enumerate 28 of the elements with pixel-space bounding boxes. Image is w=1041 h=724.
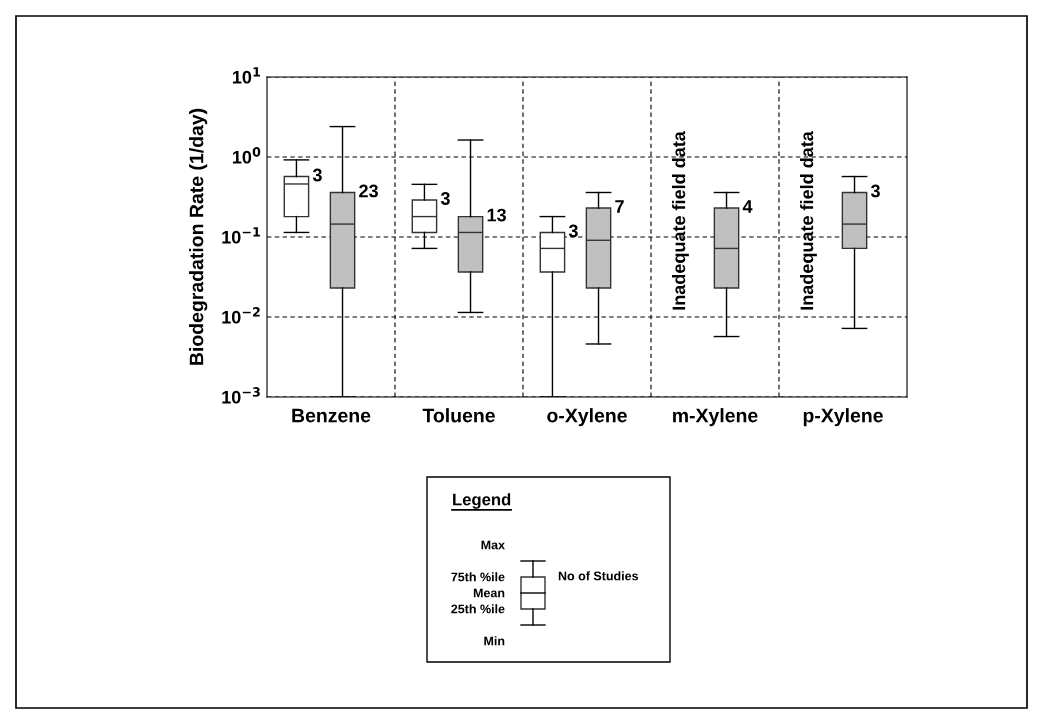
text: 7 bbox=[615, 200, 624, 213]
y-axis-title: Biodegradation Rate (1/day) bbox=[189, 108, 208, 365]
text: No of Studies bbox=[558, 571, 639, 581]
text: 75th %ile bbox=[451, 572, 505, 582]
x-tick-label: Toluene bbox=[422, 408, 495, 423]
y-tick-label: 10$^{−2}$ bbox=[222, 307, 260, 324]
text: 3 bbox=[870, 184, 880, 198]
y-tick-label: 10$^{1}$ bbox=[232, 67, 261, 84]
x-tick-label: p-Xylene bbox=[803, 408, 883, 427]
x-tick-label: o-Xylene bbox=[547, 408, 627, 427]
y-tick-label: 10$^{−3}$ bbox=[222, 387, 260, 404]
x-tick-label: Benzene bbox=[292, 408, 371, 423]
text: 3 bbox=[440, 192, 450, 205]
y-tick-label: 10$^{0}$ bbox=[232, 147, 261, 164]
text: 4 bbox=[742, 200, 753, 213]
text: Legend bbox=[453, 493, 511, 509]
text: 3 bbox=[568, 224, 578, 238]
text: 3 bbox=[312, 168, 322, 182]
annotation: Inadequate field data bbox=[672, 131, 689, 310]
text: 13 bbox=[487, 208, 506, 222]
annotation: Inadequate field data bbox=[800, 131, 817, 310]
y-tick-label: 10$^{−1}$ bbox=[222, 227, 260, 244]
text: Mean bbox=[473, 588, 505, 598]
text: 25th %ile bbox=[451, 604, 505, 614]
text: Min bbox=[484, 636, 505, 646]
text: Max bbox=[481, 540, 505, 550]
x-tick-label: m-Xylene bbox=[673, 408, 758, 427]
text: 23 bbox=[359, 184, 378, 198]
